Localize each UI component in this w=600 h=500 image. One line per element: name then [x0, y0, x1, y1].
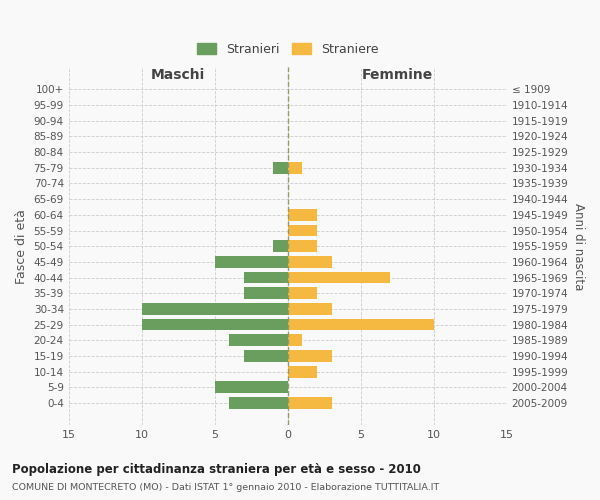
Y-axis label: Fasce di età: Fasce di età	[15, 209, 28, 284]
Bar	[244, 288, 287, 299]
Bar	[287, 288, 317, 299]
Text: Femmine: Femmine	[362, 68, 433, 82]
Bar	[287, 350, 331, 362]
Bar	[142, 303, 287, 315]
Bar	[229, 334, 287, 346]
Bar	[229, 397, 287, 409]
Bar	[287, 334, 302, 346]
Bar	[215, 382, 287, 393]
Bar	[287, 240, 317, 252]
Legend: Stranieri, Straniere: Stranieri, Straniere	[192, 38, 383, 60]
Bar	[244, 350, 287, 362]
Bar	[287, 303, 331, 315]
Bar	[287, 209, 317, 220]
Bar	[287, 397, 331, 409]
Bar	[215, 256, 287, 268]
Bar	[273, 162, 287, 173]
Text: COMUNE DI MONTECRETO (MO) - Dati ISTAT 1° gennaio 2010 - Elaborazione TUTTITALIA: COMUNE DI MONTECRETO (MO) - Dati ISTAT 1…	[12, 482, 439, 492]
Bar	[287, 256, 331, 268]
Bar	[142, 318, 287, 330]
Bar	[273, 240, 287, 252]
Bar	[287, 366, 317, 378]
Bar	[287, 162, 302, 173]
Bar	[287, 318, 434, 330]
Y-axis label: Anni di nascita: Anni di nascita	[572, 202, 585, 290]
Bar	[244, 272, 287, 283]
Text: Popolazione per cittadinanza straniera per età e sesso - 2010: Popolazione per cittadinanza straniera p…	[12, 462, 421, 475]
Text: Maschi: Maschi	[151, 68, 205, 82]
Bar	[287, 224, 317, 236]
Bar	[287, 272, 390, 283]
